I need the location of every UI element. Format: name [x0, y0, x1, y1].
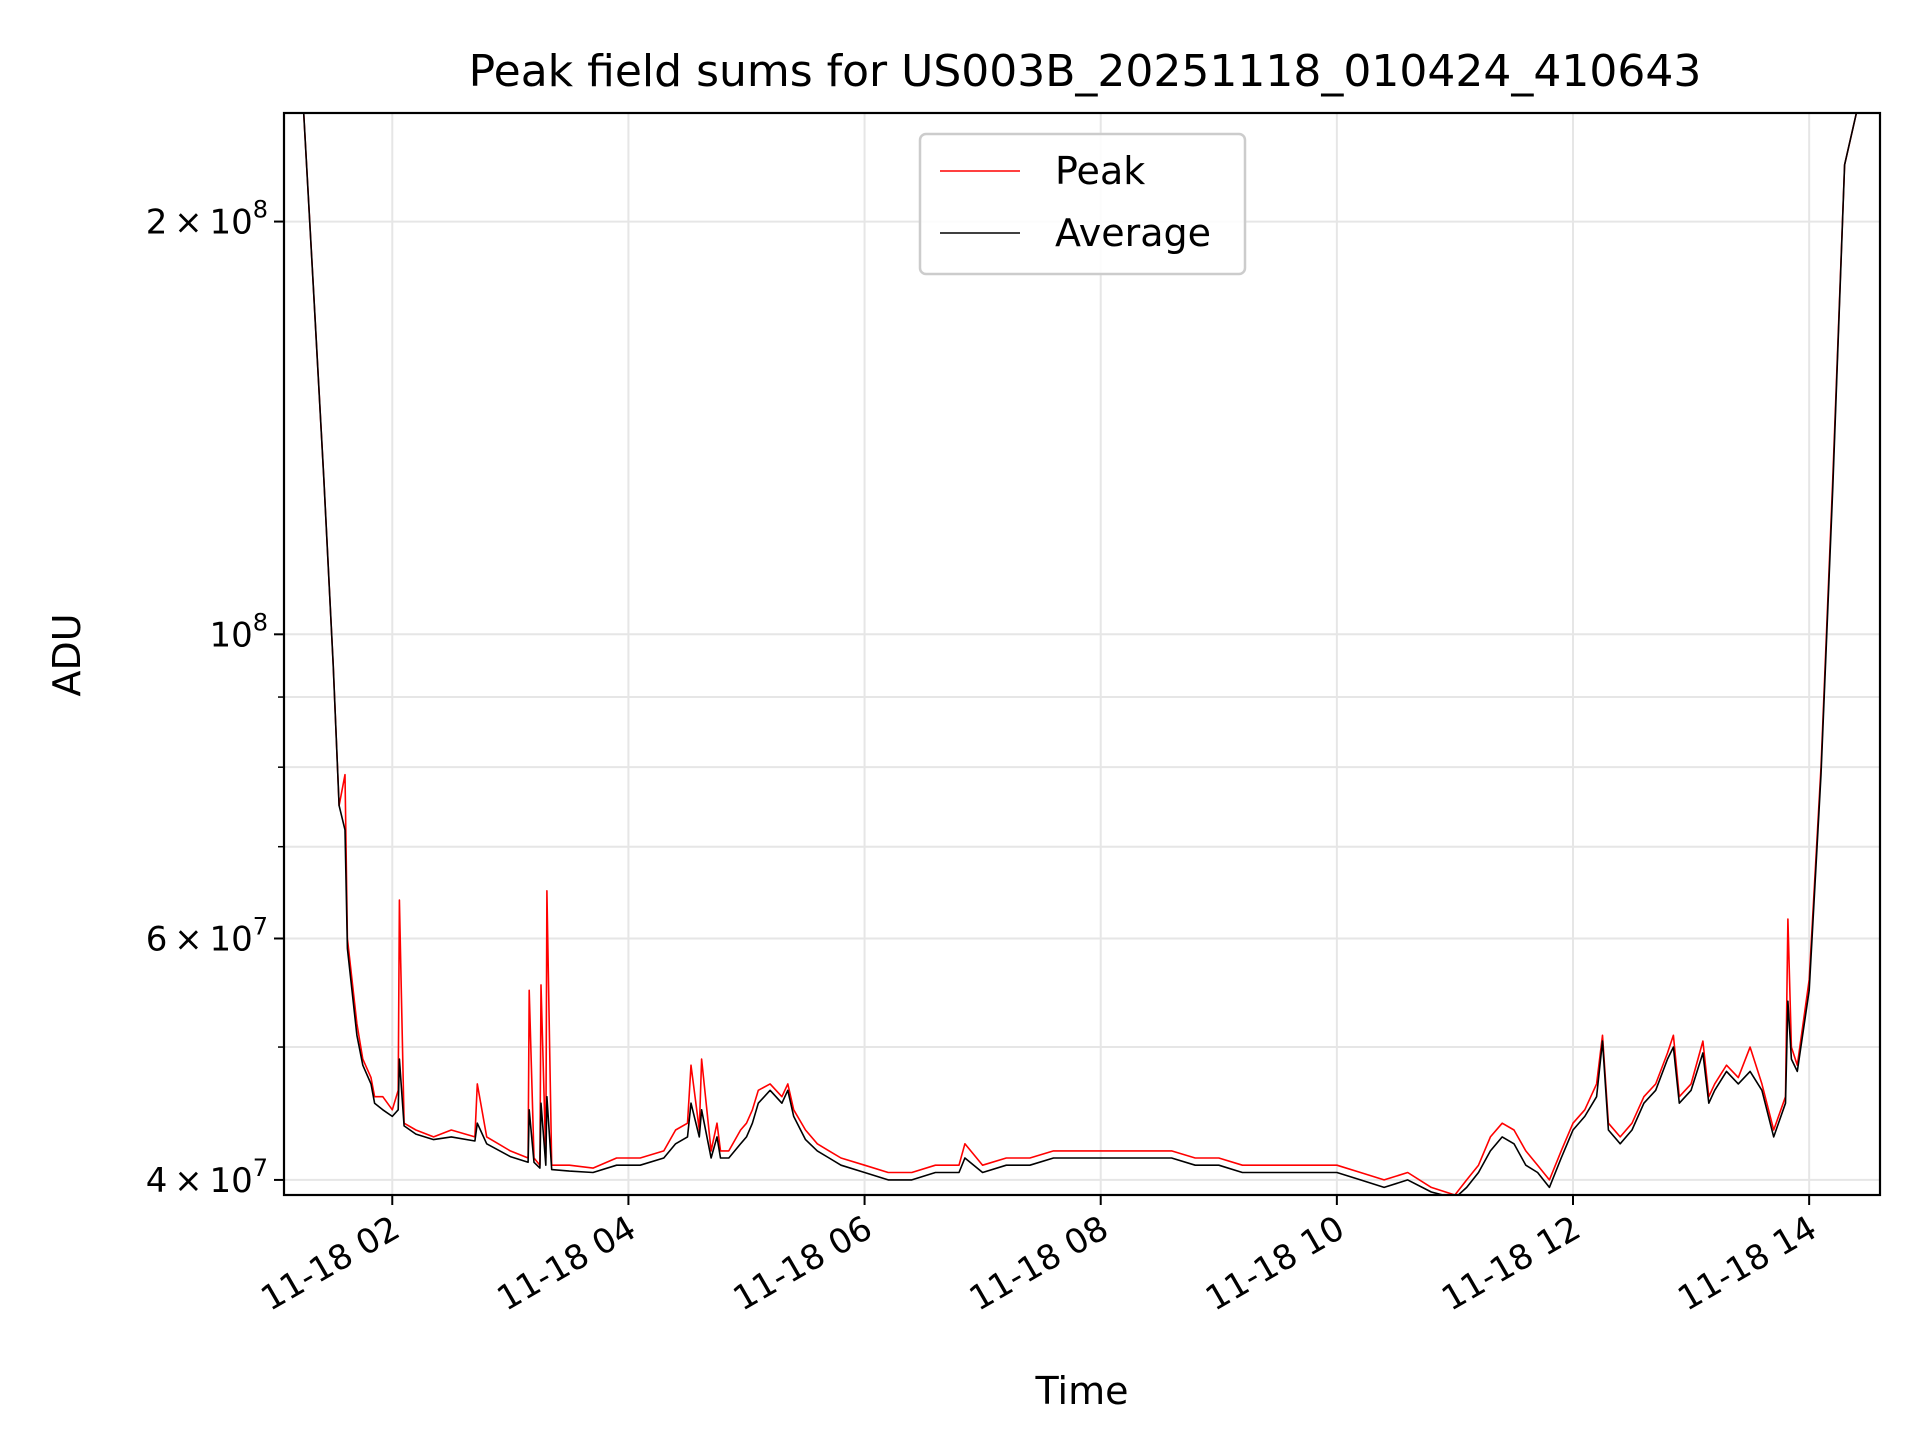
legend-label-peak: Peak — [1055, 149, 1145, 193]
series-line-peak — [302, 113, 1858, 1195]
series-group — [302, 113, 1858, 1195]
y-tick-label: 4 × 107 — [146, 1154, 268, 1201]
y-tick-label: 108 — [209, 608, 268, 655]
legend: Peak Average — [918, 132, 1247, 276]
y-axis: 4 × 107 6 × 107 108 2 × 108 — [146, 196, 284, 1201]
y-tick-label: 2 × 108 — [146, 196, 268, 243]
x-axis-label: Time — [1035, 1369, 1129, 1413]
legend-label-average: Average — [1055, 211, 1211, 255]
y-axis-label: ADU — [45, 613, 89, 696]
series-line-average — [302, 113, 1858, 1195]
y-tick-label: 6 × 107 — [146, 912, 268, 959]
plot-frame — [282, 111, 1882, 1197]
chart-title: Peak field sums for US003B_20251118_0104… — [469, 46, 1702, 97]
legend-box — [918, 132, 1247, 276]
